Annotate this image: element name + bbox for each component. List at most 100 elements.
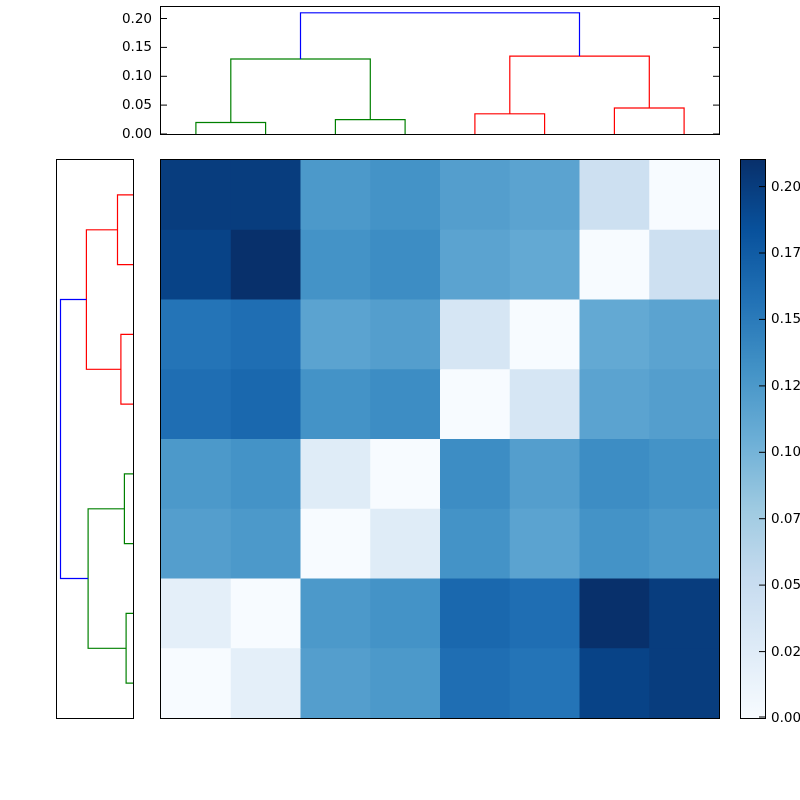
colorbar-tick-label: 0.20 xyxy=(771,178,800,195)
heatmap xyxy=(161,160,719,718)
y-axis-tick-label: 0.15 xyxy=(121,39,152,56)
heatmap-cell xyxy=(300,369,371,440)
colorbar-panel xyxy=(740,159,766,719)
colorbar xyxy=(741,160,765,718)
dendrogram-link xyxy=(116,194,133,266)
heatmap-cell xyxy=(649,648,719,718)
dendrogram-link xyxy=(85,229,121,370)
heatmap-cell xyxy=(230,439,302,510)
heatmap-cell xyxy=(579,369,650,440)
heatmap-cell xyxy=(370,369,441,440)
dendrogram-link xyxy=(334,118,406,134)
heatmap-cell xyxy=(230,508,302,580)
heatmap-cell xyxy=(440,369,511,440)
heatmap-cell xyxy=(370,648,441,718)
heatmap-cell xyxy=(370,439,441,510)
heatmap-cell xyxy=(370,299,441,370)
heatmap-cell xyxy=(509,578,581,649)
heatmap-cell xyxy=(509,160,581,231)
heatmap-cell xyxy=(300,578,371,649)
left-dendrogram-panel xyxy=(56,159,134,719)
dendrogram-link xyxy=(59,298,89,580)
heatmap-cell xyxy=(230,578,302,649)
heatmap-cell xyxy=(300,229,371,301)
colorbar-tick-label: 0.02 xyxy=(771,643,800,660)
heatmap-cell xyxy=(440,439,511,510)
heatmap-cell xyxy=(230,369,302,440)
heatmap-cell xyxy=(579,648,650,718)
dendrogram-link xyxy=(474,113,546,134)
colorbar-tick-label: 0.10 xyxy=(771,444,800,461)
heatmap-cell xyxy=(370,578,441,649)
heatmap-cell xyxy=(300,508,371,580)
heatmap-cell xyxy=(579,160,650,231)
heatmap-cell xyxy=(649,160,719,231)
heatmap-cell xyxy=(370,160,441,231)
heatmap-cell xyxy=(579,578,650,649)
top-dendrogram-plot xyxy=(161,12,719,134)
heatmap-cell xyxy=(440,648,511,718)
heatmap-cell xyxy=(230,160,302,231)
y-axis-tick-label: 0.20 xyxy=(121,10,152,27)
colorbar-tick-label: 0.00 xyxy=(771,710,800,726)
dendrogram-link xyxy=(613,107,685,134)
colorbar-tick-label: 0.05 xyxy=(771,577,800,594)
heatmap-cell xyxy=(161,439,232,510)
left-dendrogram-plot xyxy=(59,194,133,684)
dendrogram-link xyxy=(123,473,133,545)
dendrogram-link xyxy=(299,12,581,59)
y-axis-tick-label: 0.10 xyxy=(121,68,152,85)
colorbar-tick-label: 0.12 xyxy=(771,377,800,394)
heatmap-cell xyxy=(579,299,650,370)
colorbar-tick-label: 0.17 xyxy=(771,245,800,261)
heatmap-cell xyxy=(509,648,581,718)
heatmap-cell xyxy=(649,578,719,649)
dendrogram-link xyxy=(230,58,371,123)
heatmap-cell xyxy=(440,299,511,370)
heatmap-cell xyxy=(440,229,511,301)
heatmap-cell xyxy=(230,229,302,301)
heatmap-cell xyxy=(509,439,581,510)
heatmap-cell xyxy=(161,229,232,301)
dendrogram-link xyxy=(195,121,267,134)
heatmap-cell xyxy=(649,369,719,440)
heatmap-cell xyxy=(300,439,371,510)
heatmap-cell xyxy=(649,229,719,301)
colorbar-tick-label: 0.15 xyxy=(771,311,800,328)
colorbar-tick-label: 0.07 xyxy=(771,510,800,527)
heatmap-cell xyxy=(509,229,581,301)
dendrogram-link xyxy=(125,612,133,684)
dendrogram-link xyxy=(509,55,650,114)
dendrogram-link xyxy=(87,508,127,649)
heatmap-cell xyxy=(161,160,232,231)
dendrogram-link xyxy=(120,333,133,405)
heatmap-cell xyxy=(230,299,302,370)
heatmap-cell xyxy=(440,508,511,580)
heatmap-cell xyxy=(300,648,371,718)
heatmap-cell xyxy=(440,160,511,231)
heatmap-cell xyxy=(161,369,232,440)
y-axis-tick-label: 0.05 xyxy=(121,97,152,114)
heatmap-cell xyxy=(440,578,511,649)
heatmap-cell xyxy=(649,439,719,510)
heatmap-cell xyxy=(161,299,232,370)
heatmap-cell xyxy=(161,648,232,718)
heatmap-cell xyxy=(161,508,232,580)
y-axis-tick-label: 0.00 xyxy=(121,126,152,142)
heatmap-cell xyxy=(370,229,441,301)
heatmap-cell xyxy=(649,508,719,580)
heatmap-cell xyxy=(300,160,371,231)
colorbar-gradient xyxy=(741,160,765,718)
heatmap-cell xyxy=(579,508,650,580)
heatmap-cell xyxy=(509,369,581,440)
heatmap-cell xyxy=(509,299,581,370)
heatmap-cell xyxy=(579,439,650,510)
top-dendrogram-panel xyxy=(160,6,720,135)
heatmap-cell xyxy=(509,508,581,580)
heatmap-cell xyxy=(300,299,371,370)
heatmap-cell xyxy=(370,508,441,580)
heatmap-cell xyxy=(161,578,232,649)
heatmap-cell xyxy=(649,299,719,370)
heatmap-panel xyxy=(160,159,720,719)
